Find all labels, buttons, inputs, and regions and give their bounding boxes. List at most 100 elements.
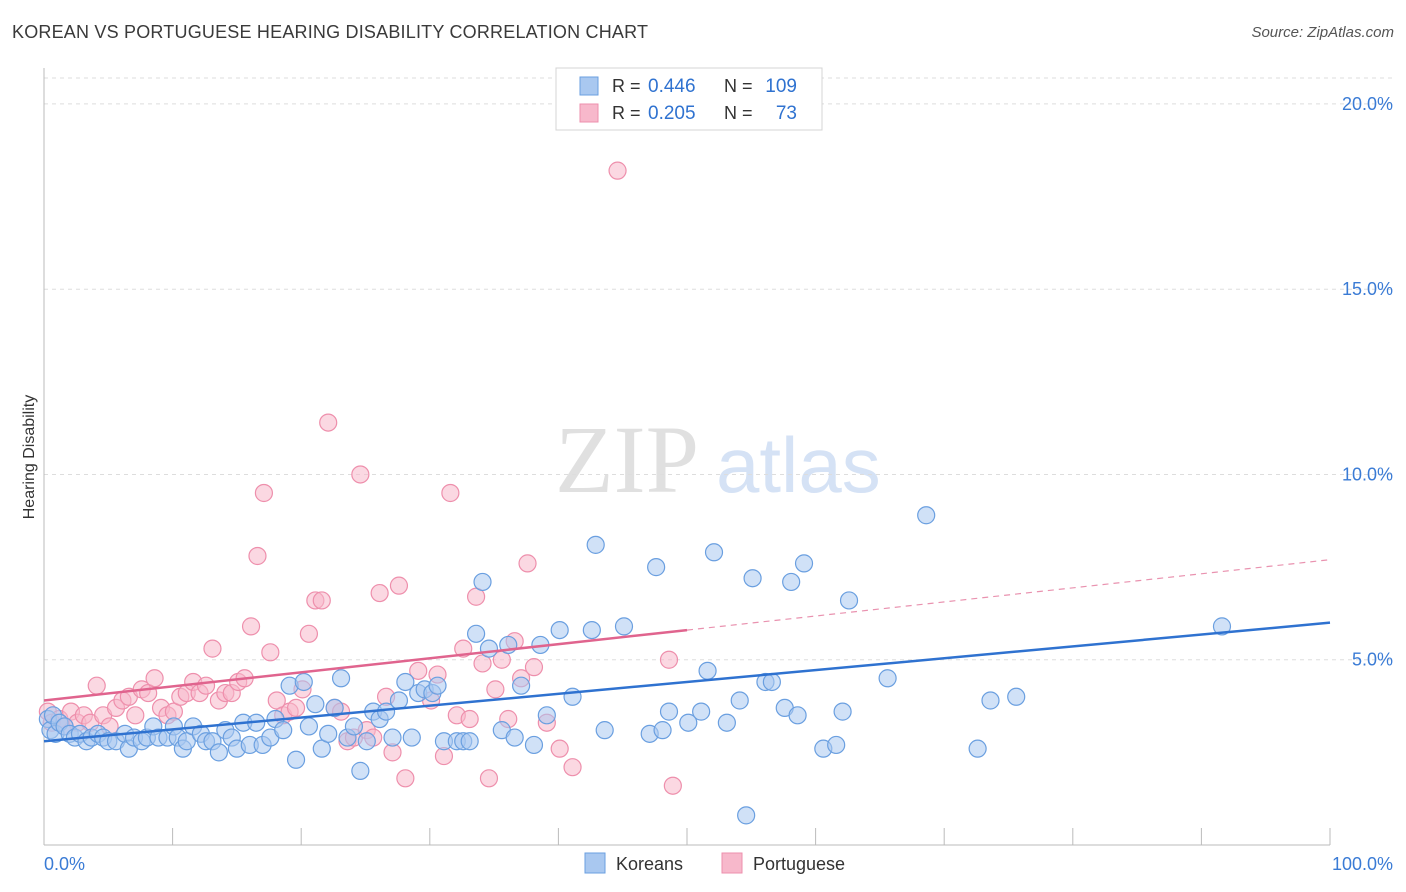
y-axis-label: Hearing Disability — [21, 395, 38, 520]
portuguese-point-44 — [319, 413, 338, 432]
korean-point-43 — [286, 750, 306, 769]
korean-point-83 — [586, 535, 605, 554]
korean-point-110 — [1007, 687, 1026, 706]
legend-swatch-portuguese — [579, 103, 599, 123]
legend-n-value-portuguese: 73 — [776, 103, 797, 124]
portuguese-point-73 — [518, 554, 537, 573]
legend-n-value-koreans: 109 — [765, 76, 797, 97]
korean-point-107 — [878, 669, 897, 688]
korean-point-84 — [595, 721, 614, 740]
korean-point-48 — [319, 724, 338, 743]
portuguese-point-64 — [460, 709, 479, 729]
korean-point-58 — [383, 728, 402, 747]
korean-point-98 — [762, 672, 781, 692]
korean-point-109 — [981, 691, 1000, 710]
portuguese-point-41 — [299, 624, 319, 643]
portuguese-point-68 — [486, 680, 505, 699]
korean-point-91 — [692, 702, 711, 721]
portuguese-trend-extension — [686, 559, 1331, 631]
portuguese-point-78 — [608, 161, 627, 180]
korean-point-54 — [357, 732, 376, 751]
korean-point-59 — [389, 691, 409, 710]
korean-point-69 — [460, 732, 479, 751]
portuguese-point-17 — [145, 669, 164, 688]
korean-point-100 — [782, 572, 801, 592]
korean-point-41 — [274, 721, 293, 740]
trend-lines — [43, 559, 1331, 743]
axes — [43, 68, 1331, 846]
legend-r-label-portuguese: R = — [612, 103, 641, 123]
portuguese-point-76 — [550, 739, 569, 758]
korean-point-102 — [794, 554, 814, 573]
korean-point-111 — [1212, 617, 1232, 636]
y-tick-label-0: 5.0% — [1352, 650, 1393, 670]
korean-point-108 — [968, 739, 987, 758]
chart-title: KOREAN VS PORTUGUESE HEARING DISABILITY … — [12, 22, 649, 42]
korean-point-101 — [788, 706, 807, 725]
korean-point-71 — [473, 572, 492, 592]
korean-point-70 — [466, 624, 486, 643]
portuguese-point-56 — [396, 769, 415, 788]
korean-point-53 — [351, 761, 370, 780]
korean-point-90 — [679, 713, 698, 732]
korean-point-89 — [659, 702, 679, 721]
korean-point-94 — [717, 713, 736, 732]
legend-r-label-koreans: R = — [612, 76, 641, 96]
legend-swatch-koreans — [579, 76, 599, 96]
y-tick-label-3: 20.0% — [1342, 94, 1393, 114]
korean-point-92 — [698, 661, 717, 680]
x-tick-label-min: 0.0% — [44, 854, 85, 874]
legend-r-value-koreans: 0.446 — [648, 76, 696, 97]
bottom-legend-swatch-portuguese — [721, 852, 743, 874]
portuguese-point-80 — [663, 776, 682, 795]
bottom-legend-label-koreans: Koreans — [616, 854, 683, 874]
portuguese-point-43 — [312, 591, 331, 610]
portuguese-point-52 — [370, 583, 389, 603]
portuguese-point-63 — [454, 639, 473, 658]
korean-point-106 — [839, 591, 859, 610]
portuguese-point-39 — [286, 698, 306, 718]
legend-box: R = 0.446 N = 109 R = 0.205 N = 73 — [555, 67, 823, 131]
korean-point-44 — [294, 672, 313, 692]
korean-point-76 — [512, 676, 531, 695]
korean-point-105 — [833, 702, 852, 721]
korean-point-72 — [479, 639, 499, 658]
source-label: Source: ZipAtlas.com — [1251, 24, 1394, 41]
korean-point-61 — [402, 728, 421, 747]
portuguese-point-77 — [563, 758, 582, 777]
portuguese-point-34 — [254, 483, 274, 503]
portuguese-point-33 — [248, 546, 267, 566]
y-tick-labels: 5.0% 10.0% 15.0% 20.0% — [1342, 94, 1393, 670]
y-tick-label-2: 15.0% — [1342, 279, 1393, 299]
gridlines — [44, 77, 1393, 661]
korean-point-88 — [653, 721, 672, 740]
watermark-zip: ZIP — [555, 406, 699, 513]
korean-point-79 — [537, 706, 556, 725]
x-tick-label-max: 100.0% — [1332, 854, 1393, 874]
portuguese-point-79 — [659, 650, 679, 669]
korean-point-45 — [299, 717, 319, 736]
korean-point-52 — [344, 717, 364, 736]
portuguese-point-25 — [196, 676, 216, 695]
bottom-legend-label-portuguese: Portuguese — [753, 854, 845, 874]
bottom-legend: Koreans Portuguese — [584, 852, 845, 874]
portuguese-point-74 — [524, 658, 544, 677]
portuguese-point-55 — [389, 576, 409, 595]
bottom-legend-swatch-koreans — [584, 852, 606, 874]
portuguese-point-67 — [479, 769, 499, 788]
portuguese-point-26 — [203, 639, 222, 658]
korean-point-60 — [396, 672, 415, 692]
y-tick-label-1: 10.0% — [1342, 464, 1393, 484]
watermark-atlas: atlas — [716, 421, 881, 509]
korean-point-113 — [737, 806, 756, 825]
korean-point-93 — [704, 543, 724, 562]
legend-n-label-portuguese: N = — [724, 103, 753, 123]
portuguese-point-32 — [241, 617, 261, 636]
watermark: ZIP atlas — [555, 406, 881, 513]
korean-point-112 — [917, 506, 936, 525]
korean-point-77 — [524, 735, 544, 755]
portuguese-point-49 — [351, 465, 370, 484]
korean-point-80 — [550, 620, 569, 640]
korean-point-104 — [827, 735, 846, 755]
